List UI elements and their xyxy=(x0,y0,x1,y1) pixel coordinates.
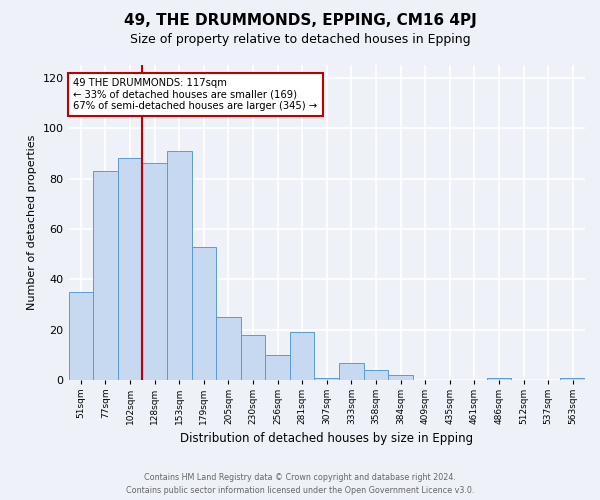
Bar xyxy=(118,158,142,380)
Bar xyxy=(487,378,511,380)
Text: Size of property relative to detached houses in Epping: Size of property relative to detached ho… xyxy=(130,32,470,46)
Bar xyxy=(93,171,118,380)
Bar xyxy=(241,335,265,380)
Bar xyxy=(191,246,216,380)
Bar xyxy=(216,318,241,380)
Bar xyxy=(265,355,290,380)
Bar xyxy=(68,292,93,380)
Bar xyxy=(560,378,585,380)
Bar xyxy=(314,378,339,380)
X-axis label: Distribution of detached houses by size in Epping: Distribution of detached houses by size … xyxy=(180,432,473,445)
Y-axis label: Number of detached properties: Number of detached properties xyxy=(27,135,37,310)
Bar xyxy=(290,332,314,380)
Text: 49 THE DRUMMONDS: 117sqm
← 33% of detached houses are smaller (169)
67% of semi-: 49 THE DRUMMONDS: 117sqm ← 33% of detach… xyxy=(73,78,317,111)
Bar xyxy=(167,151,191,380)
Bar xyxy=(388,376,413,380)
Bar xyxy=(364,370,388,380)
Text: Contains HM Land Registry data © Crown copyright and database right 2024.
Contai: Contains HM Land Registry data © Crown c… xyxy=(126,474,474,495)
Text: 49, THE DRUMMONDS, EPPING, CM16 4PJ: 49, THE DRUMMONDS, EPPING, CM16 4PJ xyxy=(124,12,476,28)
Bar xyxy=(339,362,364,380)
Bar xyxy=(142,164,167,380)
